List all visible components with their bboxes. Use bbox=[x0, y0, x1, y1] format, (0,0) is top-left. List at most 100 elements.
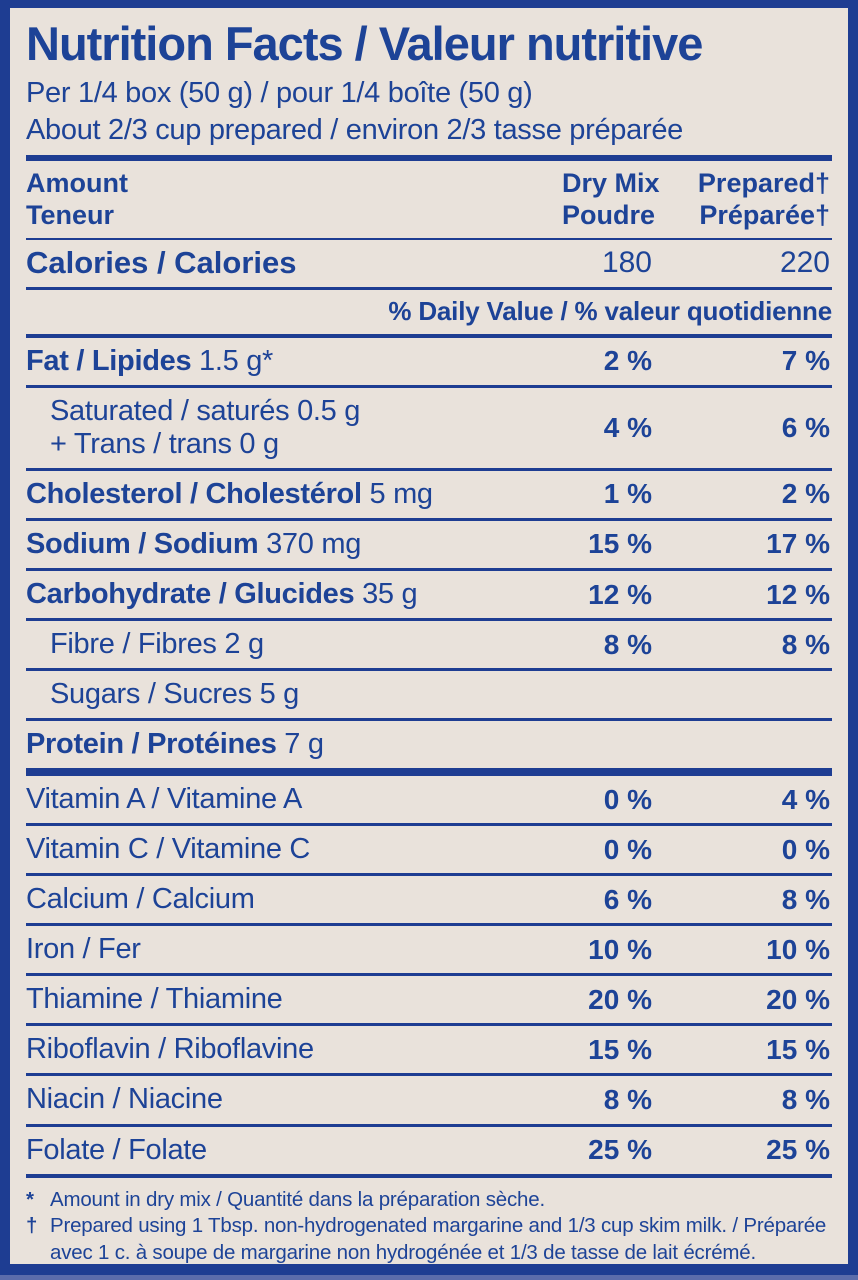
footnote-text: Prepared using 1 Tbsp. non-hydrogenated … bbox=[50, 1214, 827, 1264]
prepared-percent: 2 % bbox=[781, 478, 830, 510]
nutrient-name: Vitamin C / Vitamine C bbox=[26, 833, 311, 866]
divider bbox=[26, 1173, 832, 1178]
footnotes: * Amount in dry mix / Quantité dans la pr… bbox=[26, 1178, 832, 1264]
column-header-dry-en: Dry Mix bbox=[562, 168, 660, 199]
divider bbox=[26, 517, 832, 521]
dry-mix-percent: 8 % bbox=[603, 1084, 652, 1115]
divider bbox=[26, 1023, 832, 1027]
divider bbox=[26, 568, 832, 572]
nutrient-row: Protein / Protéines 7 g bbox=[26, 721, 832, 768]
dry-mix-percent: 2 % bbox=[603, 345, 652, 377]
dry-mix-percent: 15 % bbox=[588, 528, 652, 560]
prepared-percent: 25 % bbox=[766, 1134, 830, 1166]
nutrient-row: Vitamin A / Vitamine A 0 % 4 % bbox=[26, 776, 832, 823]
divider bbox=[26, 467, 832, 471]
divider bbox=[26, 768, 832, 777]
prepared-percent: 8 % bbox=[781, 883, 830, 915]
column-header-amount-fr: Teneur bbox=[26, 199, 115, 230]
divider bbox=[26, 718, 832, 722]
nutrient-row: Sodium / Sodium 370 mg 15 % 17 % bbox=[26, 521, 832, 568]
divider bbox=[26, 384, 832, 388]
nutrient-name: Carbohydrate / Glucides 35 g bbox=[26, 578, 418, 611]
nutrient-row: Carbohydrate / Glucides 35 g 12 % 12 % bbox=[26, 571, 832, 618]
dry-mix-percent: 25 % bbox=[588, 1134, 652, 1166]
nutrient-name: Calcium / Calcium bbox=[26, 883, 255, 916]
dry-mix-percent: 6 % bbox=[603, 883, 652, 915]
prepared-percent: 20 % bbox=[766, 983, 830, 1015]
dry-mix-percent: 1 % bbox=[603, 478, 652, 510]
prepared-percent: 6 % bbox=[781, 411, 830, 443]
prepared-percent: 17 % bbox=[766, 528, 830, 560]
divider bbox=[26, 973, 832, 977]
nutrient-name: Folate / Folate bbox=[26, 1133, 207, 1166]
divider bbox=[26, 1073, 832, 1077]
label-title: Nutrition Facts / Valeur nutritive bbox=[26, 17, 703, 70]
divider bbox=[26, 286, 832, 290]
prepared-percent: 8 % bbox=[781, 628, 830, 660]
divider bbox=[26, 333, 832, 338]
nutrient-name: Saturated / saturés 0.5 g + Trans / trans… bbox=[50, 394, 361, 460]
dry-mix-percent: 10 % bbox=[588, 933, 652, 965]
column-header-prepared-fr: Préparée† bbox=[699, 199, 830, 230]
dry-mix-percent: 4 % bbox=[603, 411, 652, 443]
nutrient-amount: 1.5 g* bbox=[191, 344, 274, 377]
nutrient-name: Cholesterol / Cholestérol 5 mg bbox=[26, 477, 433, 510]
nutrient-amount: 2 g bbox=[216, 628, 264, 661]
prepared-percent: 15 % bbox=[766, 1033, 830, 1065]
prepared-percent: 10 % bbox=[766, 933, 830, 965]
daily-value-header: % Daily Value / % valeur quotidienne bbox=[388, 295, 832, 326]
nutrient-amount: 5 g bbox=[251, 678, 300, 711]
dry-mix-percent: 20 % bbox=[588, 983, 652, 1015]
nutrient-row: Sugars / Sucres 5 g bbox=[26, 671, 832, 718]
nutrient-amount: 35 g bbox=[354, 578, 418, 611]
column-header-dry-fr: Poudre bbox=[562, 199, 656, 230]
serving-size-line: Per 1/4 box (50 g) / pour 1/4 boîte (50 … bbox=[26, 77, 533, 109]
dry-mix-percent: 12 % bbox=[588, 578, 652, 610]
prepared-percent: 12 % bbox=[766, 578, 830, 610]
divider bbox=[26, 237, 832, 240]
nutrient-row: Fat / Lipides 1.5 g* 2 % 7 % bbox=[26, 338, 832, 385]
nutrient-row: Folate / Folate 25 % 25 % bbox=[26, 1127, 832, 1174]
divider bbox=[26, 668, 832, 672]
divider bbox=[26, 1123, 832, 1127]
column-header-amount: Amount Teneur bbox=[26, 168, 562, 232]
nutrient-amount: 370 mg bbox=[258, 527, 362, 560]
prepared-percent: 8 % bbox=[781, 1084, 830, 1115]
nutrient-name: Niacin / Niacine bbox=[26, 1083, 223, 1116]
nutrient-name: Thiamine / Thiamine bbox=[26, 983, 283, 1016]
footnote: † Prepared using 1 Tbsp. non-hydrogenated… bbox=[26, 1213, 832, 1264]
nutrient-row: Niacin / Niacine 8 % 8 % bbox=[26, 1076, 832, 1123]
nutrient-name: Fat / Lipides 1.5 g* bbox=[26, 344, 274, 377]
nutrient-rows: Fat / Lipides 1.5 g* 2 % 7 % Saturated / sa… bbox=[26, 338, 832, 1178]
label-panel: Nutrition Facts / Valeur nutritive Per 1… bbox=[10, 8, 848, 1264]
footnote-text: Amount in dry mix / Quantité dans la pré… bbox=[50, 1187, 545, 1211]
nutrient-name: Riboflavin / Riboflavine bbox=[26, 1033, 314, 1066]
calories-row: Calories / Calories 180 220 bbox=[26, 240, 832, 287]
prepared-percent: 4 % bbox=[781, 783, 830, 815]
prepared-percent: 7 % bbox=[781, 345, 830, 377]
divider bbox=[26, 923, 832, 927]
nutrient-amount: 5 mg bbox=[361, 477, 433, 510]
section-divider-top bbox=[26, 155, 832, 162]
nutrient-name: Fibre / Fibres 2 g bbox=[50, 628, 264, 661]
dry-mix-percent: 0 % bbox=[603, 833, 652, 865]
nutrient-amount: 7 g bbox=[276, 728, 324, 761]
divider bbox=[26, 618, 832, 622]
calories-prepared-value: 220 bbox=[779, 245, 830, 279]
nutrient-row: Cholesterol / Cholestérol 5 mg 1 % 2 % bbox=[26, 471, 832, 518]
footnote-marker: * bbox=[26, 1187, 34, 1211]
nutrient-row: Riboflavin / Riboflavine 15 % 15 % bbox=[26, 1026, 832, 1073]
nutrient-row: Vitamin C / Vitamine C 0 % 0 % bbox=[26, 826, 832, 873]
nutrient-row: Calcium / Calcium 6 % 8 % bbox=[26, 876, 832, 923]
serving-about-line: About 2/3 cup prepared / environ 2/3 tas… bbox=[26, 113, 683, 146]
divider bbox=[26, 873, 832, 877]
nutrient-row: Saturated / saturés 0.5 g + Trans / trans… bbox=[26, 388, 832, 468]
column-header-row: Amount Teneur Dry Mix Poudre Prepared† P… bbox=[26, 161, 832, 238]
dry-mix-percent: 15 % bbox=[588, 1033, 652, 1065]
column-header-amount-en: Amount bbox=[26, 168, 128, 199]
dry-mix-percent: 0 % bbox=[603, 783, 652, 815]
nutrient-row: Fibre / Fibres 2 g 8 % 8 % bbox=[26, 621, 832, 668]
footnote-marker: † bbox=[26, 1214, 38, 1238]
divider bbox=[26, 823, 832, 827]
